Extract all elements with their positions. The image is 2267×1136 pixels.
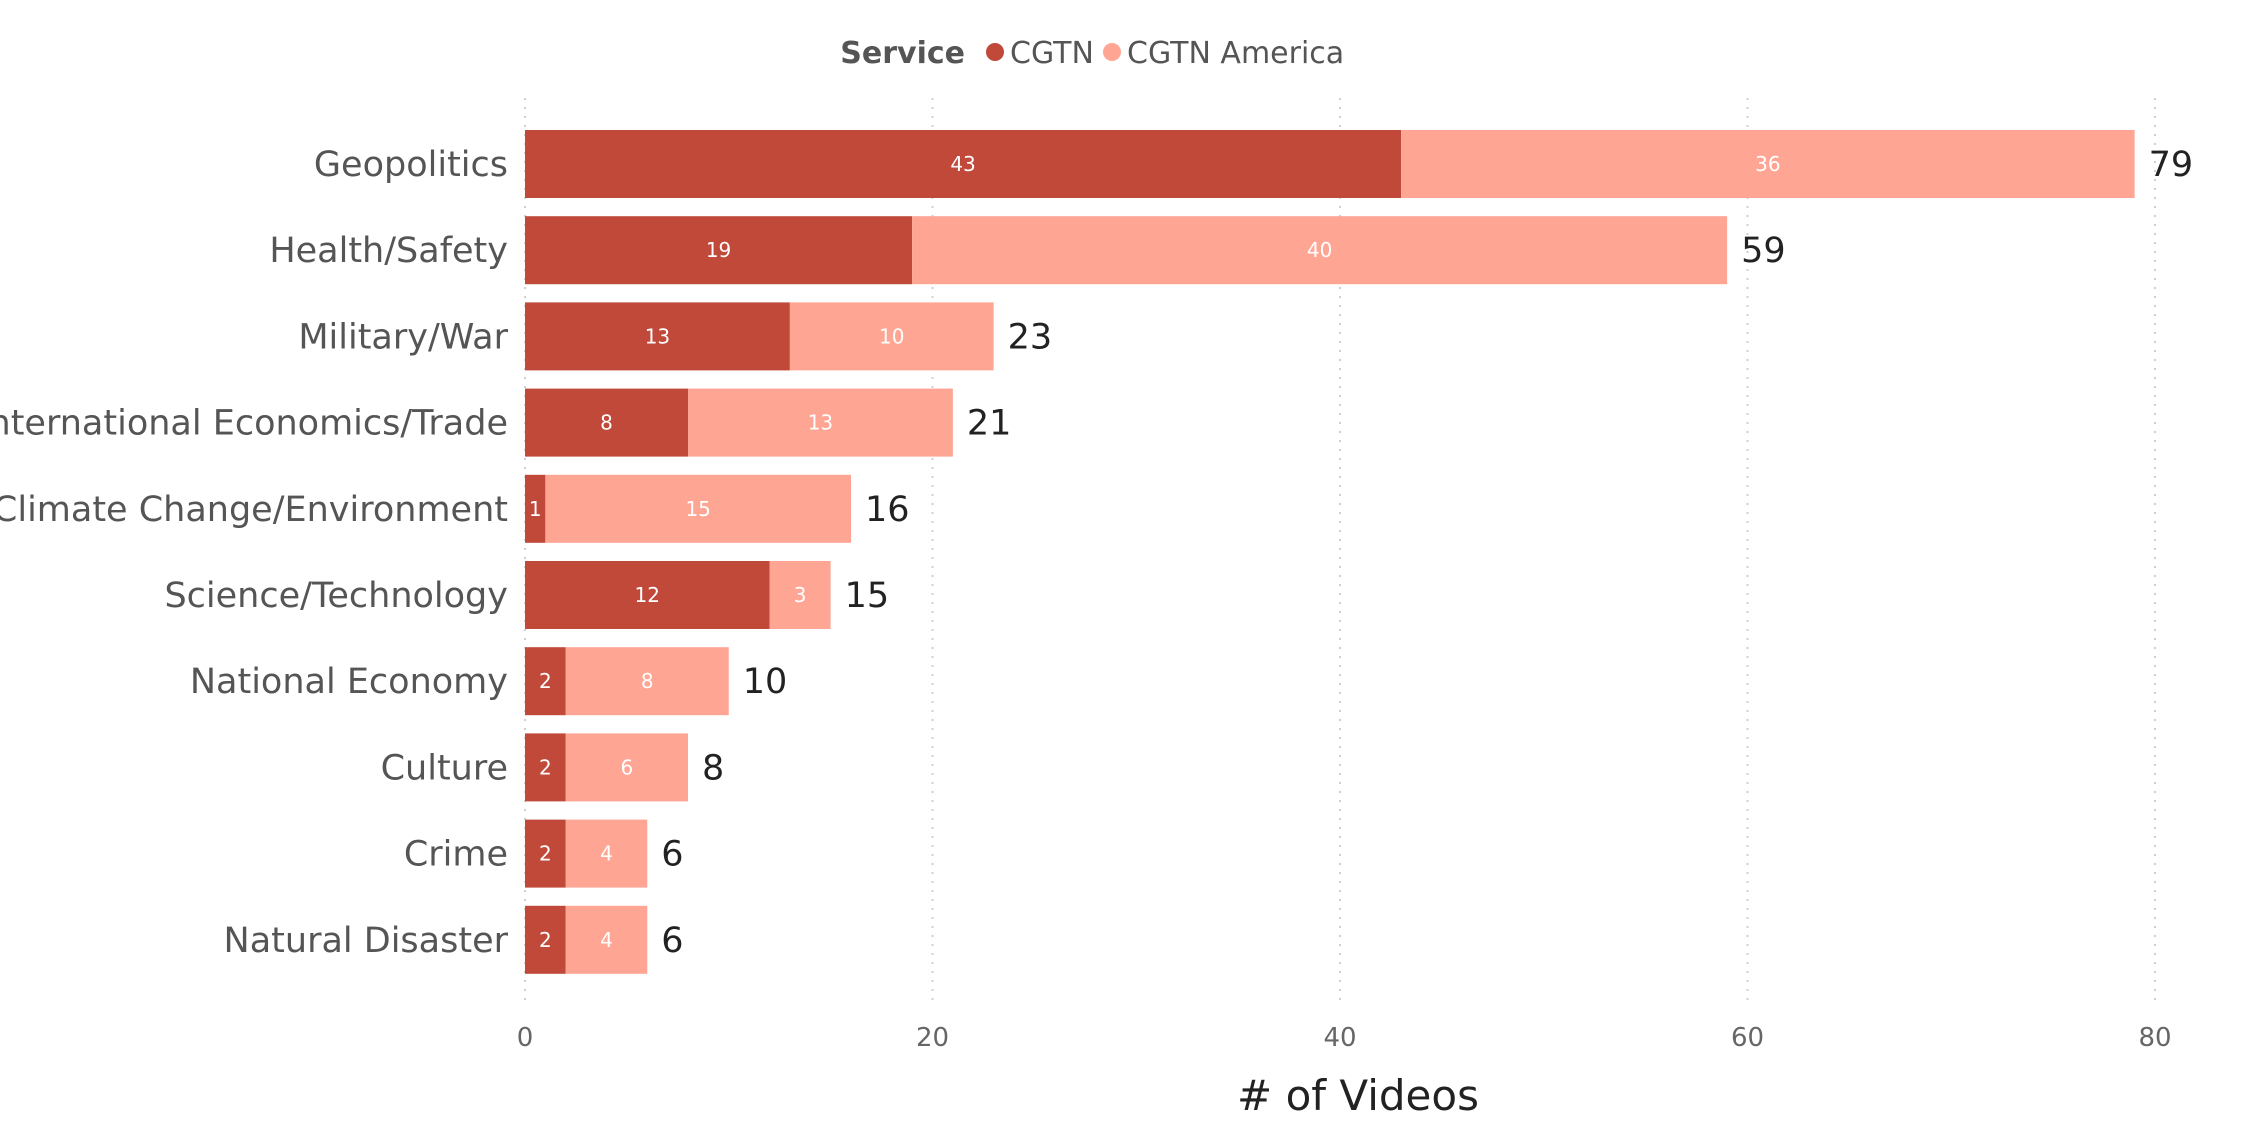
category-label-health-safety: Health/Safety — [269, 231, 508, 271]
category-label-natural-disaster: Natural Disaster — [224, 921, 509, 961]
data-label-cgtn-science-technology: 12 — [635, 583, 660, 607]
category-label-geopolitics: Geopolitics — [314, 145, 508, 185]
x-axis-title: # of Videos — [1237, 1071, 1479, 1120]
total-label-military-war: 23 — [1008, 317, 1053, 357]
bar-cgtn-america-natural-disaster — [565, 905, 648, 974]
data-label-cgtn-america-international-economics-trade: 13 — [808, 411, 833, 435]
data-label-cgtn-health-safety: 19 — [706, 238, 731, 262]
data-label-cgtn-culture: 2 — [539, 755, 552, 779]
total-label-international-economics-trade: 21 — [967, 404, 1012, 444]
total-label-culture: 8 — [702, 748, 724, 788]
bar-cgtn-america-climate-change-environment — [545, 474, 851, 543]
data-label-cgtn-america-military-war: 10 — [879, 324, 904, 348]
data-label-cgtn-climate-change-environment: 1 — [529, 497, 542, 521]
category-label-national-economy: National Economy — [190, 662, 508, 702]
gridlines — [524, 98, 2156, 1000]
legend-dot-cgtn — [986, 43, 1004, 61]
data-label-cgtn-america-natural-disaster: 4 — [600, 928, 613, 952]
category-label-international-economics-trade: International Economics/Trade — [0, 404, 508, 444]
category-label-culture: Culture — [381, 748, 508, 788]
category-label-climate-change-environment: Climate Change/Environment — [0, 490, 508, 530]
x-tick-label-80: 80 — [2138, 1023, 2171, 1053]
bar-cgtn-health-safety — [525, 216, 913, 285]
data-label-cgtn-america-science-technology: 3 — [794, 583, 807, 607]
bar-cgtn-america-health-safety — [912, 216, 1728, 285]
data-label-cgtn-national-economy: 2 — [539, 669, 552, 693]
x-tick-label-60: 60 — [1731, 1023, 1764, 1053]
bar-cgtn-natural-disaster — [525, 905, 566, 974]
data-label-cgtn-military-war: 13 — [645, 324, 670, 348]
bar-cgtn-national-economy — [525, 647, 566, 716]
data-label-cgtn-america-health-safety: 40 — [1307, 238, 1332, 262]
bar-cgtn-geopolitics — [525, 130, 1402, 198]
data-label-cgtn-america-crime: 4 — [600, 842, 613, 866]
data-label-cgtn-international-economics-trade: 8 — [600, 411, 613, 435]
total-label-science-technology: 15 — [845, 576, 890, 616]
data-label-cgtn-geopolitics: 43 — [950, 152, 975, 176]
category-label-crime: Crime — [404, 835, 508, 875]
category-label-science-technology: Science/Technology — [164, 576, 508, 616]
bar-cgtn-climate-change-environment — [525, 474, 546, 543]
total-label-health-safety: 59 — [1741, 231, 1786, 271]
legend-label-cgtn: CGTN — [1010, 36, 1094, 71]
data-label-cgtn-america-culture: 6 — [621, 755, 634, 779]
data-label-cgtn-america-climate-change-environment: 15 — [685, 497, 710, 521]
x-tick-label-0: 0 — [517, 1023, 534, 1053]
total-label-crime: 6 — [661, 835, 683, 875]
total-label-climate-change-environment: 16 — [865, 490, 910, 530]
bar-cgtn-military-war — [525, 302, 790, 371]
bar-cgtn-america-crime — [565, 819, 648, 888]
data-label-cgtn-america-geopolitics: 36 — [1755, 152, 1780, 176]
bar-cgtn-america-science-technology — [769, 561, 831, 629]
total-label-geopolitics: 79 — [2149, 145, 2194, 185]
bar-cgtn-america-geopolitics — [1401, 130, 2135, 198]
bar-cgtn-science-technology — [525, 561, 770, 629]
bar-cgtn-america-national-economy — [565, 647, 729, 716]
category-label-military-war: Military/War — [298, 317, 508, 357]
data-label-cgtn-america-national-economy: 8 — [641, 669, 654, 693]
legend-label-cgtn-america: CGTN America — [1127, 36, 1344, 71]
data-label-cgtn-natural-disaster: 2 — [539, 928, 552, 952]
bar-cgtn-crime — [525, 819, 566, 888]
x-axis-ticks: 0 20 40 60 80 — [517, 1023, 2172, 1053]
x-tick-label-20: 20 — [916, 1023, 949, 1053]
total-label-national-economy: 10 — [743, 662, 788, 702]
data-label-cgtn-crime: 2 — [539, 842, 552, 866]
total-label-natural-disaster: 6 — [661, 921, 683, 961]
legend-title: Service — [840, 36, 965, 71]
legend-dot-cgtn-america — [1103, 43, 1121, 61]
legend: Service CGTN CGTN America — [840, 36, 1344, 71]
bar-cgtn-america-military-war — [789, 302, 994, 371]
x-tick-label-40: 40 — [1323, 1023, 1356, 1053]
category-labels: Geopolitics Health/Safety Military/War Inte… — [0, 145, 509, 961]
bar-cgtn-america-culture — [565, 733, 688, 802]
bar-cgtn-international-economics-trade — [525, 388, 688, 457]
bar-cgtn-america-international-economics-trade — [688, 388, 953, 457]
bar-cgtn-culture — [525, 733, 566, 802]
bars: 43 36 79 19 40 59 13 10 23 8 13 21 1 15 16 12 3 15 2 8 10 2 6 8… — [525, 130, 2193, 974]
